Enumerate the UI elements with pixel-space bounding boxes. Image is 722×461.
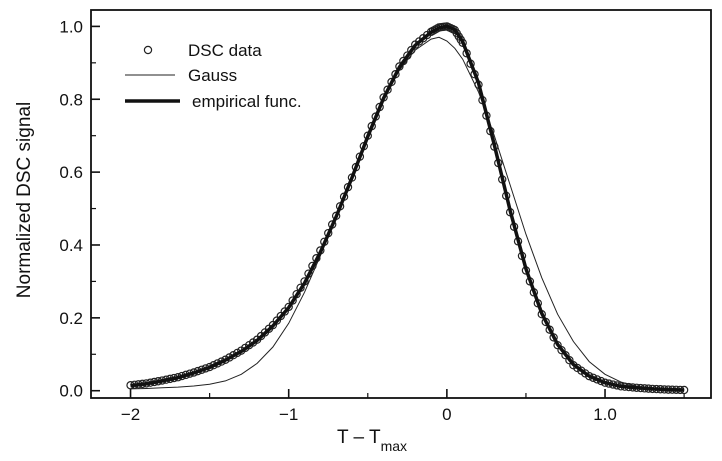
x-axis-title: T – Tmax (337, 427, 407, 454)
series-gauss-line (130, 36, 685, 391)
legend-label-gauss: Gauss (188, 66, 237, 85)
data-point (284, 302, 293, 312)
y-tick-label: 1.0 (59, 17, 83, 36)
axis-ticks: 0.0 0.2 0.4 0.6 0.8 1.0 −2 −1 0 1.0 (59, 17, 685, 424)
x-axis-title-subscript: max (381, 438, 407, 454)
y-tick-label: 0.4 (59, 236, 83, 255)
y-tick-label: 0.0 (59, 382, 83, 401)
x-tick-label: 0 (442, 405, 451, 424)
plot-area (90, 9, 712, 399)
x-tick-label: −2 (121, 405, 140, 424)
legend-label-dsc-data: DSC data (188, 41, 262, 60)
x-tick-label: 1.0 (593, 405, 617, 424)
y-tick-label: 0.8 (59, 90, 83, 109)
series-layer (126, 22, 689, 395)
x-tick-label: −1 (279, 405, 298, 424)
series-empirical-line (130, 24, 685, 392)
legend-label-empirical: empirical func. (192, 92, 302, 111)
legend: DSC data Gauss empirical func. (125, 41, 302, 111)
y-tick-label: 0.2 (59, 309, 83, 328)
legend-marker-dsc-data (143, 45, 153, 55)
y-axis-title: Normalized DSC signal (14, 102, 35, 298)
x-axis-title-main: T – T (337, 427, 381, 448)
plot-frame (90, 9, 712, 399)
y-tick-label: 0.6 (59, 163, 83, 182)
